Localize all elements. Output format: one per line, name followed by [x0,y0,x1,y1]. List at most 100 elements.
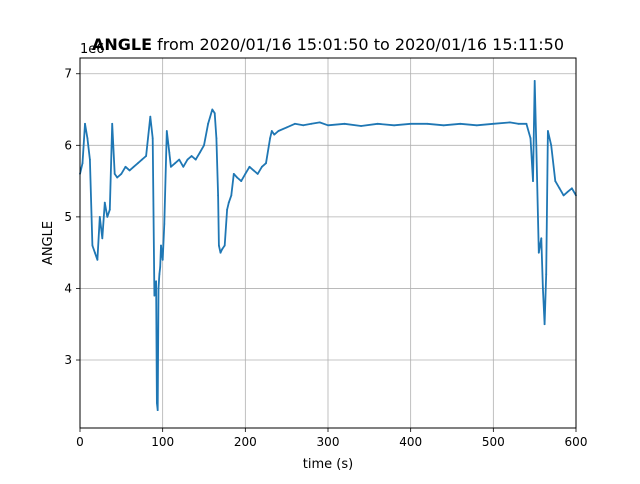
data-point [156,402,158,404]
data-point [310,122,313,125]
data-point [182,165,185,168]
data-point [327,124,329,127]
x-tick-label: 200 [234,435,257,449]
x-tick-label: 400 [399,435,422,449]
data-point [128,169,131,172]
data-point [566,190,569,193]
data-point [542,287,544,290]
data-point [232,173,235,175]
data-point [170,165,172,168]
data-point [89,158,91,161]
series-group [79,80,577,411]
data-point [163,223,166,225]
y-tick-label: 3 [64,353,72,367]
data-point [269,137,271,140]
data-point [111,122,114,125]
x-tick-label: 500 [482,435,505,449]
data-point [532,180,534,183]
data-point [86,137,89,140]
data-point [168,151,171,154]
chart-title-rest: from 2020/01/16 15:01:50 to 2020/01/16 1… [152,35,564,54]
data-point [393,124,395,127]
data-point [302,124,305,127]
data-point [294,122,296,125]
chart-title-bold: ANGLE [92,35,152,54]
y-tick-label: 7 [64,67,72,81]
data-point [558,187,561,190]
data-point [376,122,379,125]
data-point [261,165,263,168]
chart-title: ANGLE from 2020/01/16 15:01:50 to 2020/0… [92,35,564,54]
data-point [155,280,158,283]
x-axis-label: time (s) [303,457,353,472]
data-point [360,125,362,127]
data-point [165,130,168,132]
data-point [230,194,233,197]
data-point [218,244,220,247]
data-point [157,287,160,290]
data-point [227,201,230,204]
data-point [81,162,84,165]
data-point [547,130,549,132]
data-point [159,266,162,268]
data-point [141,158,143,161]
data-point [252,169,255,172]
data-point [151,137,154,140]
data-point [535,144,538,147]
data-point [96,258,99,261]
data-point [533,80,536,82]
data-point [113,173,116,175]
data-point [256,173,259,175]
data-point [203,144,205,147]
data-point [145,155,148,157]
data-point [265,162,267,165]
data-point [158,273,161,275]
data-point [161,258,164,261]
data-point [190,155,193,157]
data-point [492,122,495,125]
data-point [108,208,111,211]
x-tick-label: 0 [76,435,84,449]
data-point [120,173,123,175]
data-point [562,194,565,197]
data-point [543,323,546,326]
data-point [509,121,511,124]
y-tick-label: 5 [64,210,72,224]
data-point [236,176,239,179]
data-point [91,244,94,247]
data-point [156,409,159,411]
data-point [213,112,216,114]
data-point [137,162,139,165]
data-point [174,162,177,165]
data-point [94,251,96,254]
y-tick-label: 4 [64,281,72,295]
data-point [84,122,86,125]
data-point [199,151,201,154]
data-point [409,122,412,125]
data-point [545,273,548,275]
data-point [244,173,247,175]
data-point [248,165,251,168]
y-tick-label: 6 [64,138,72,152]
data-point [571,187,573,190]
data-point [149,115,152,118]
data-point [318,121,321,124]
data-point [459,122,462,125]
data-point [178,158,181,161]
data-point [540,237,543,240]
data-point [211,108,214,111]
y-axis-label: ANGLE [41,221,56,265]
data-point [223,244,226,247]
data-point [124,165,127,168]
y-axis: 3 4 5 6 7 [64,67,80,367]
data-point [160,244,162,247]
data-point [285,126,288,129]
data-point [132,165,135,168]
data-point [270,130,273,132]
data-point [217,194,220,197]
data-point [226,208,229,211]
data-point [529,137,532,140]
data-point [219,251,222,254]
